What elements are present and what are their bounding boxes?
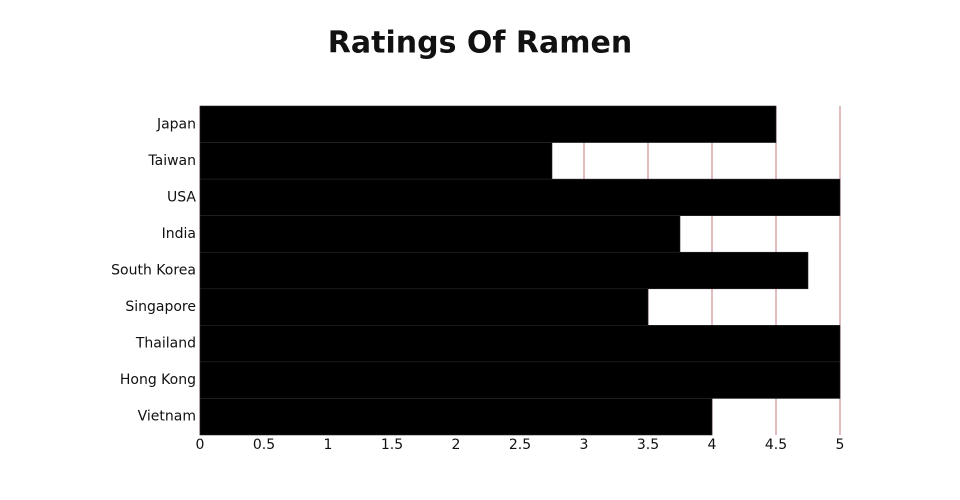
- y-tick-label: Singapore: [125, 299, 196, 315]
- x-tick-label: 0.5: [253, 437, 275, 453]
- bar: [199, 288, 649, 326]
- chart-title: Ratings Of Ramen: [328, 26, 632, 61]
- y-tick-label: Hong Kong: [120, 372, 196, 388]
- bar: [199, 215, 681, 253]
- bar: [199, 398, 713, 436]
- bar: [199, 142, 553, 180]
- y-tick-label: India: [162, 226, 196, 242]
- y-tick-label: Thailand: [135, 336, 196, 352]
- bar: [199, 178, 841, 216]
- bar: [199, 105, 777, 143]
- x-tick-label: 4: [708, 437, 717, 453]
- x-tick-label: 2.5: [509, 437, 531, 453]
- x-tick-label: 5: [836, 437, 845, 453]
- x-tick-label: 3: [580, 437, 589, 453]
- y-tick-label: Vietnam: [138, 409, 196, 425]
- y-tick-label: Taiwan: [147, 153, 196, 169]
- x-tick-label: 3.5: [637, 437, 659, 453]
- y-tick-label: South Korea: [111, 263, 196, 279]
- x-tick-label: 0: [196, 437, 205, 453]
- y-tick-label: Japan: [156, 116, 196, 132]
- x-tick-label: 4.5: [765, 437, 787, 453]
- bar: [199, 361, 841, 399]
- x-tick-label: 1: [324, 437, 333, 453]
- x-tick-label: 2: [452, 437, 461, 453]
- bar: [199, 325, 841, 363]
- x-tick-label: 1.5: [381, 437, 403, 453]
- y-tick-label: USA: [167, 189, 196, 205]
- bar: [199, 251, 809, 290]
